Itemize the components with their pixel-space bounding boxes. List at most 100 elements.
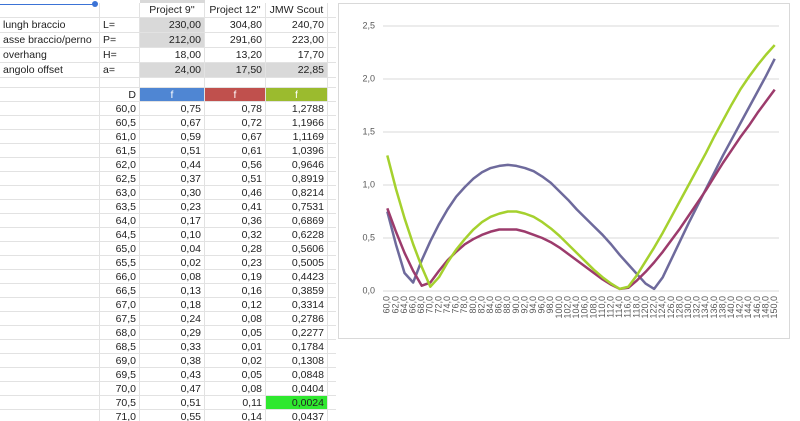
x-tick-label: 92,0 <box>519 296 529 314</box>
row-value: 0,08 <box>140 270 205 284</box>
x-tick-label: 124,0 <box>657 296 667 319</box>
row-value: 0,08 <box>205 312 266 326</box>
row-value: 0,04 <box>140 242 205 256</box>
cell <box>328 242 336 256</box>
row-value: 0,10 <box>140 228 205 242</box>
x-tick-label: 102,0 <box>562 296 572 319</box>
x-tick-label: 142,0 <box>735 296 745 319</box>
cell <box>328 200 336 214</box>
cell <box>0 410 100 421</box>
row-value: 0,43 <box>140 368 205 382</box>
row-value: 0,5005 <box>266 256 328 270</box>
cell <box>0 3 100 18</box>
cell <box>0 256 100 270</box>
param-label: lungh braccio <box>0 18 100 33</box>
row-value: 0,72 <box>205 116 266 130</box>
cell <box>0 298 100 312</box>
cell <box>328 410 336 421</box>
cell <box>0 242 100 256</box>
cell <box>328 256 336 270</box>
x-tick-label: 146,0 <box>752 296 762 319</box>
row-key: 65,0 <box>100 242 140 256</box>
y-tick-label: 1,0 <box>362 179 375 189</box>
cell <box>328 298 336 312</box>
cell <box>0 368 100 382</box>
x-tick-label: 110,0 <box>597 296 607 318</box>
param-symbol: H= <box>100 48 140 63</box>
row-value: 0,28 <box>205 242 266 256</box>
row-value: 0,4423 <box>266 270 328 284</box>
row-value: 0,36 <box>205 214 266 228</box>
row-value: 0,1784 <box>266 340 328 354</box>
table-header: f <box>266 88 328 102</box>
cell <box>328 158 336 172</box>
x-tick-label: 140,0 <box>726 296 736 319</box>
row-key: 62,0 <box>100 158 140 172</box>
cell <box>0 144 100 158</box>
cell <box>0 116 100 130</box>
x-tick-label: 70,0 <box>425 296 435 314</box>
row-value: 0,12 <box>205 298 266 312</box>
cell <box>328 214 336 228</box>
cell <box>328 354 336 368</box>
row-key: 61,0 <box>100 130 140 144</box>
row-value: 0,01 <box>205 340 266 354</box>
column-header: Project 9'' <box>140 3 205 18</box>
row-value: 0,02 <box>205 354 266 368</box>
cell <box>0 396 100 410</box>
row-key: 70,5 <box>100 396 140 410</box>
x-tick-label: 120,0 <box>640 296 650 319</box>
x-tick-label: 128,0 <box>674 296 684 319</box>
x-tick-label: 96,0 <box>537 296 547 314</box>
cell <box>328 396 336 410</box>
row-value: 0,13 <box>140 284 205 298</box>
cell <box>328 33 336 48</box>
gray-strip <box>140 0 205 3</box>
row-value: 1,1966 <box>266 116 328 130</box>
cell <box>0 354 100 368</box>
param-value: 24,00 <box>140 63 205 78</box>
param-value: 304,80 <box>205 18 266 33</box>
row-value: 0,55 <box>140 410 205 421</box>
series-line <box>386 88 776 291</box>
chart: 0,0 0,5 1,0 1,5 2,0 2,5 60,062,064,066,068,070… <box>338 3 790 339</box>
cell <box>100 3 140 18</box>
x-tick-label: 134,0 <box>700 296 710 319</box>
row-value: 0,59 <box>140 130 205 144</box>
x-tick-label: 108,0 <box>588 296 598 319</box>
cell <box>0 270 100 284</box>
row-value: 0,0404 <box>266 382 328 396</box>
x-tick-label: 64,0 <box>399 296 409 314</box>
x-tick-label: 144,0 <box>743 296 753 319</box>
row-value: 0,23 <box>140 200 205 214</box>
cell <box>328 172 336 186</box>
param-label: overhang <box>0 48 100 63</box>
cell <box>328 326 336 340</box>
x-tick-label: 88,0 <box>502 296 512 314</box>
row-value: 0,5606 <box>266 242 328 256</box>
cell <box>328 130 336 144</box>
cell <box>328 48 336 63</box>
row-key: 70,0 <box>100 382 140 396</box>
cell <box>328 116 336 130</box>
row-value: 0,51 <box>140 144 205 158</box>
cell <box>328 186 336 200</box>
x-tick-label: 138,0 <box>717 296 727 319</box>
cell <box>100 78 140 88</box>
row-key: 68,0 <box>100 326 140 340</box>
series-line <box>386 58 776 291</box>
cell <box>0 88 100 102</box>
row-value: 0,6869 <box>266 214 328 228</box>
row-value: 0,61 <box>205 144 266 158</box>
x-tick-label: 60,0 <box>382 296 392 314</box>
param-value: 291,60 <box>205 33 266 48</box>
cell <box>0 228 100 242</box>
row-key: 68,5 <box>100 340 140 354</box>
row-value: 0,17 <box>140 214 205 228</box>
x-tick-label: 80,0 <box>468 296 478 314</box>
row-key: 66,5 <box>100 284 140 298</box>
row-value: 0,78 <box>205 102 266 116</box>
cell <box>0 186 100 200</box>
row-key: 60,5 <box>100 116 140 130</box>
